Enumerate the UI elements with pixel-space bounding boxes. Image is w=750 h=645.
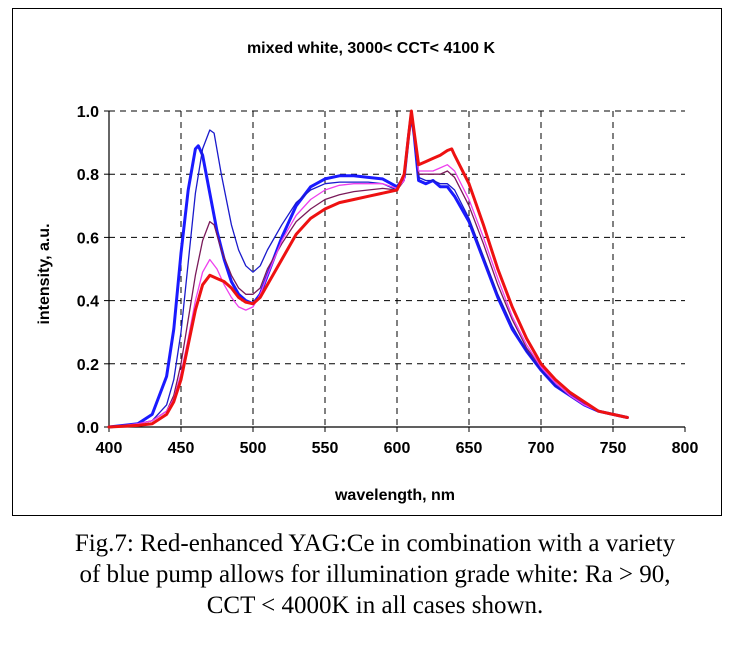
axes [104, 110, 686, 432]
chart-frame: mixed white, 3000< CCT< 4100 K wavelengt… [12, 8, 722, 516]
x-tick-label: 800 [672, 440, 699, 457]
x-tick-label: 450 [168, 440, 195, 457]
y-tick-label: 1.0 [77, 104, 99, 121]
tick-labels: 400 450 500 550 600 650 700 750 800 0.0 0.2 0.4 0.6 0… [77, 104, 699, 457]
figure-caption: Fig.7: Red-enhanced YAG:Ce in combinatio… [0, 528, 750, 621]
x-tick-label: 700 [528, 440, 555, 457]
x-tick-label: 600 [384, 440, 411, 457]
x-tick-label: 400 [96, 440, 123, 457]
series-line-2 [108, 113, 629, 428]
chart-title: mixed white, 3000< CCT< 4100 K [247, 40, 496, 57]
y-tick-label: 0.2 [77, 357, 99, 374]
line-chart: mixed white, 3000< CCT< 4100 K wavelengt… [36, 40, 699, 504]
y-tick-label: 0.8 [77, 167, 99, 184]
y-tick-label: 0.0 [77, 420, 99, 437]
caption-line-2: of blue pump allows for illumination gra… [79, 561, 671, 588]
series-line-3 [108, 113, 629, 428]
x-tick-label: 650 [456, 440, 483, 457]
x-tick-label: 500 [240, 440, 267, 457]
x-tick-label: 550 [312, 440, 339, 457]
caption-line-3: CCT < 4000K in all cases shown. [206, 592, 544, 619]
grid-lines [109, 110, 685, 427]
x-tick-label: 750 [600, 440, 627, 457]
series-line-4 [108, 113, 629, 428]
series-lines [107, 109, 629, 429]
caption-line-1: Fig.7: Red-enhanced YAG:Ce in combinatio… [74, 530, 676, 557]
y-tick-label: 0.6 [77, 230, 99, 247]
series-line-1 [107, 112, 629, 429]
x-axis-label: wavelength, nm [334, 487, 455, 504]
y-tick-label: 0.4 [77, 294, 99, 311]
y-axis-label: intensity, a.u. [36, 223, 53, 324]
series-line-5 [107, 109, 629, 429]
